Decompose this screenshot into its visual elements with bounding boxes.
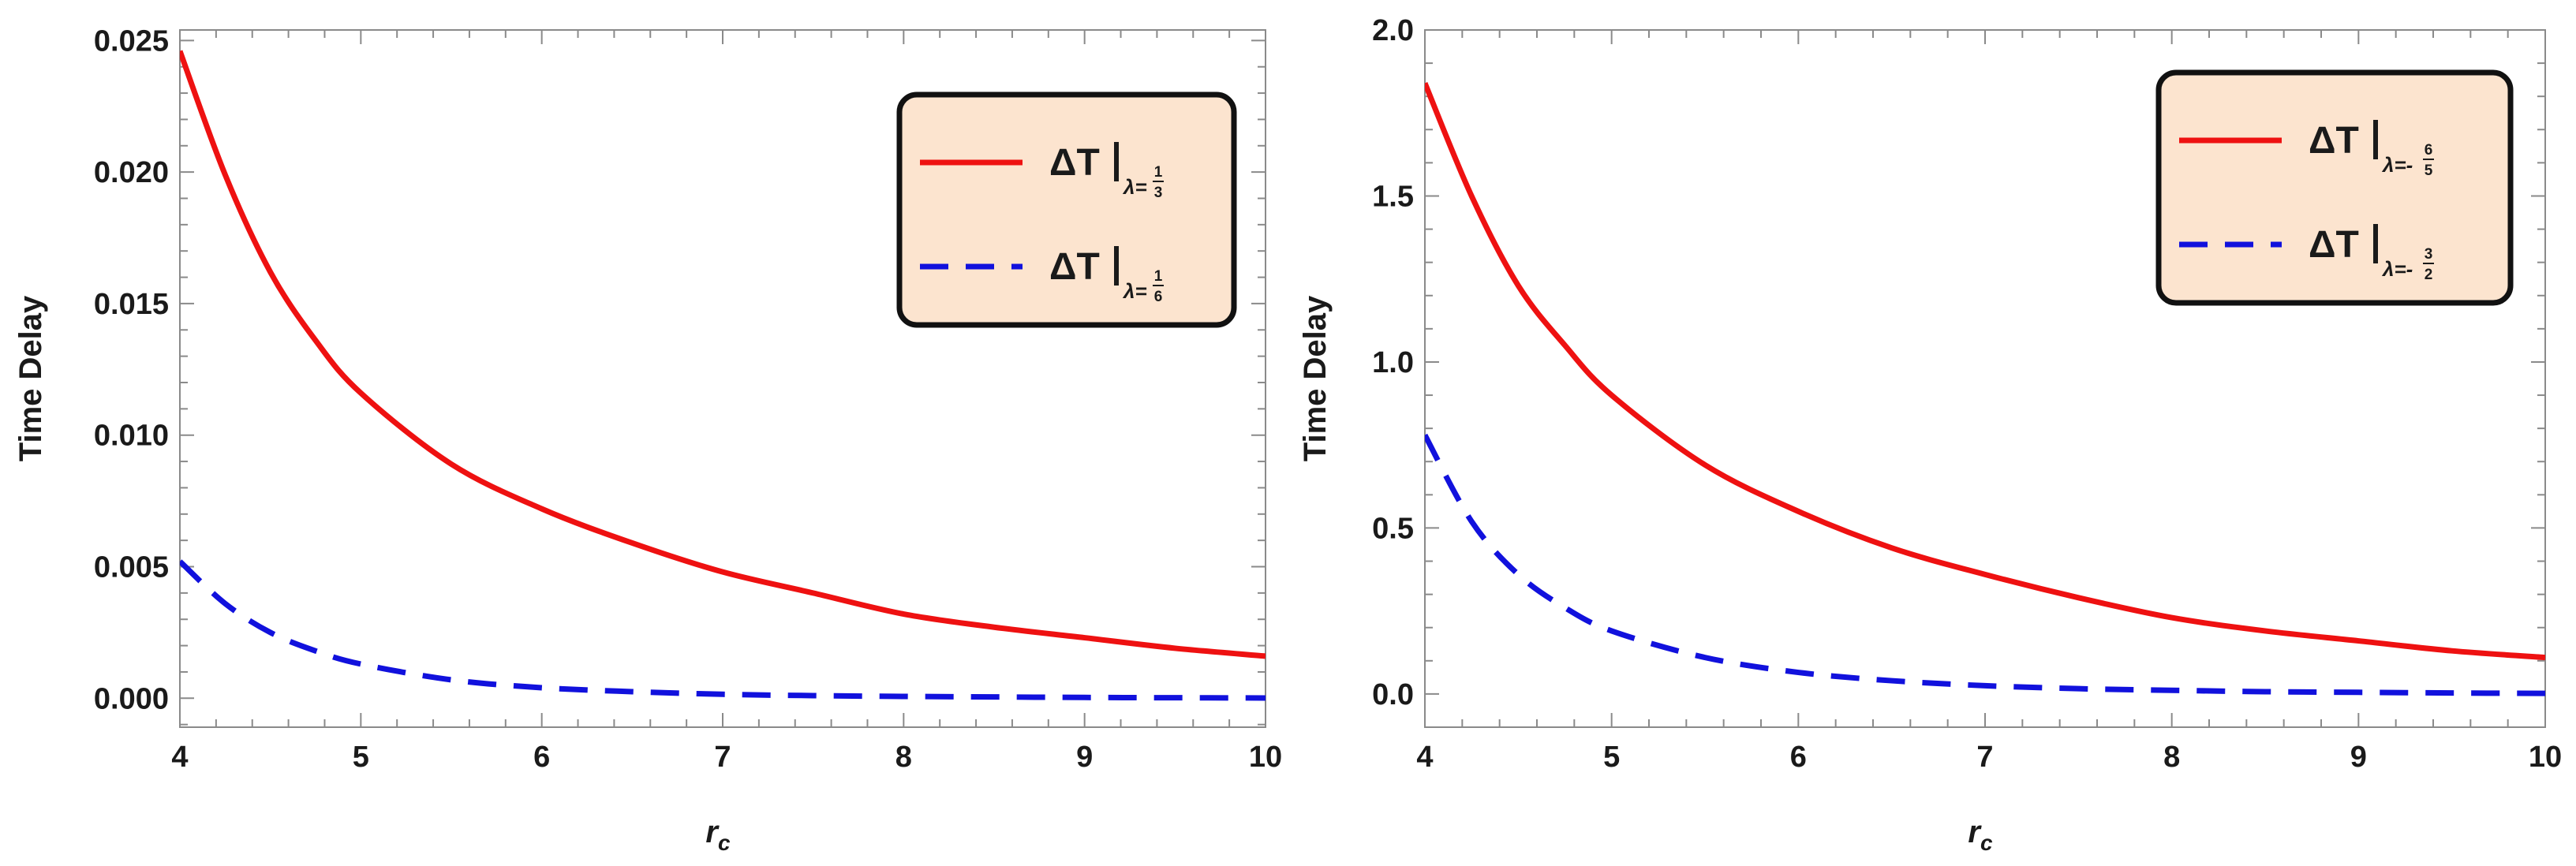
legend-eval-bar bbox=[1114, 142, 1119, 181]
legend-label-lambda: λ= bbox=[1122, 175, 1147, 199]
series-line-2 bbox=[1425, 433, 2545, 696]
legend-box bbox=[2155, 69, 2514, 306]
legend-frac-numerator: 1 bbox=[1154, 268, 1163, 285]
legend-frac-denominator: 6 bbox=[1154, 289, 1163, 305]
x-tick-label: 5 bbox=[1603, 741, 1620, 774]
x-tick-label: 5 bbox=[353, 741, 369, 774]
legend-label-main: ΔT bbox=[2309, 224, 2359, 266]
legend: ΔT λ= 1 3 ΔT λ= 1 6 bbox=[896, 91, 1237, 328]
legend-frac-numerator: 6 bbox=[2425, 142, 2433, 159]
x-tick-label: 10 bbox=[2529, 741, 2562, 774]
legend-frac-denominator: 2 bbox=[2425, 267, 2433, 283]
legend-box bbox=[896, 91, 1237, 328]
legend-label-lambda: λ=- bbox=[2381, 153, 2413, 177]
x-tick-label: 7 bbox=[714, 741, 731, 774]
x-tick-label: 8 bbox=[2163, 741, 2180, 774]
x-axis-title-subscript: c bbox=[718, 831, 731, 855]
legend-frac-denominator: 3 bbox=[1154, 185, 1163, 201]
x-tick-label: 8 bbox=[895, 741, 912, 774]
legend-eval-bar bbox=[1114, 246, 1119, 286]
y-tick-label: 0.020 bbox=[94, 156, 169, 189]
y-axis-title: Time Delay bbox=[1298, 295, 1333, 461]
legend-frac-denominator: 5 bbox=[2425, 162, 2433, 179]
legend-label-lambda: λ= bbox=[1122, 279, 1147, 303]
x-tick-label: 4 bbox=[171, 741, 188, 774]
y-tick-label: 0.5 bbox=[1372, 512, 1414, 545]
x-tick-label: 10 bbox=[1249, 741, 1282, 774]
x-tick-label: 9 bbox=[1076, 741, 1093, 774]
legend-frac-numerator: 1 bbox=[1154, 164, 1163, 181]
legend-label-main: ΔT bbox=[2309, 120, 2359, 162]
y-tick-label: 0.010 bbox=[94, 420, 169, 453]
y-axis-title: Time Delay bbox=[13, 295, 48, 461]
chart-panel-1: 4 5 6 7 8 9 10 0.000 0.005 0.010 0.015 0.020 0.025 rc… bbox=[13, 24, 1282, 855]
x-axis-title-subscript: c bbox=[1980, 831, 1993, 855]
series-line-1 bbox=[1425, 82, 2545, 661]
legend-label-main: ΔT bbox=[1049, 246, 1100, 288]
y-tick-label: 0.025 bbox=[94, 24, 169, 58]
x-tick-label: 4 bbox=[1416, 741, 1433, 774]
legend-eval-bar bbox=[2373, 120, 2378, 159]
legend-label-lambda: λ=- bbox=[2381, 257, 2413, 281]
x-tick-label: 6 bbox=[1790, 741, 1807, 774]
y-tick-label: 2.0 bbox=[1372, 14, 1414, 47]
legend-eval-bar bbox=[2373, 224, 2378, 263]
y-tick-label: 1.0 bbox=[1372, 346, 1414, 379]
x-tick-label: 7 bbox=[1976, 741, 1993, 774]
y-tick-label: 0.015 bbox=[94, 288, 169, 321]
legend-label-main: ΔT bbox=[1049, 142, 1100, 184]
x-tick-label: 6 bbox=[533, 741, 550, 774]
y-tick-label: 0.000 bbox=[94, 682, 169, 715]
x-tick-label: 9 bbox=[2350, 741, 2367, 774]
y-tick-label: 1.5 bbox=[1372, 180, 1414, 213]
chart-panel-2: 4 5 6 7 8 9 10 0.0 0.5 1.0 1.5 2.0 rc Time Delay ΔT λ=-… bbox=[1298, 14, 2562, 855]
legend: ΔT λ=- 6 5 ΔT λ=- 3 2 bbox=[2155, 69, 2514, 306]
y-tick-label: 0.005 bbox=[94, 551, 169, 584]
series-line-2 bbox=[180, 559, 1266, 701]
series-line-1 bbox=[180, 50, 1266, 659]
x-axis-title: rc bbox=[705, 815, 731, 855]
x-axis-title: rc bbox=[1968, 815, 1993, 855]
legend-frac-numerator: 3 bbox=[2425, 246, 2433, 263]
y-tick-label: 0.0 bbox=[1372, 678, 1414, 711]
